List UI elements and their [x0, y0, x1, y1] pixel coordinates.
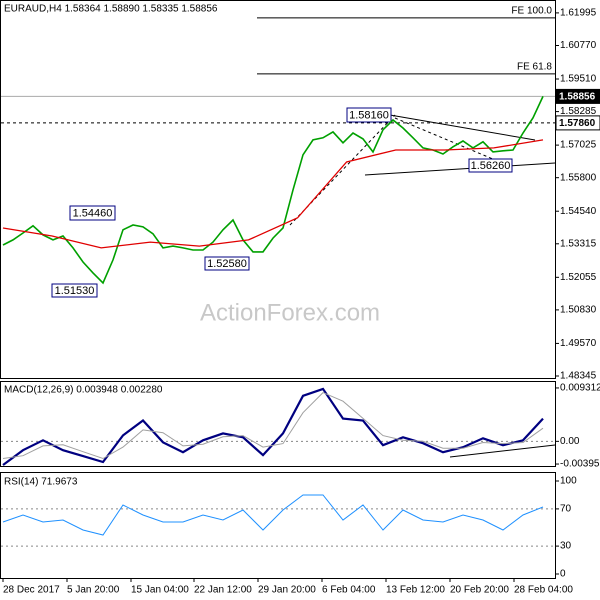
annotation-label: 1.52580: [207, 258, 247, 270]
annotation-label: 1.56260: [471, 160, 511, 172]
y-tick-label: 1.54540: [560, 206, 597, 217]
watermark: ActionForex.com: [200, 299, 380, 326]
trendline: [449, 444, 556, 458]
annotation-box: [346, 107, 392, 123]
y-tick-label: 1.60770: [560, 40, 597, 51]
y-tick-label: 0: [560, 569, 566, 580]
y-tick-label: 0.009312: [560, 383, 600, 394]
macd-panel: [0, 381, 556, 467]
price-tag-label: 1.57860: [559, 118, 596, 129]
chart-title: EURAUD,H4 1.58364 1.58890 1.58335 1.5885…: [4, 4, 218, 15]
price-line-series: [2, 96, 544, 285]
annotation-label: 1.58160: [349, 109, 389, 121]
annotation-label: 1.54460: [73, 207, 113, 219]
annotation-box: [468, 158, 513, 173]
x-tick-label: 20 Feb 20:00: [450, 585, 509, 596]
annotation-box: [69, 205, 116, 221]
rsi-label: RSI(14) 71.9673: [4, 477, 78, 488]
annotation-box: [204, 256, 250, 271]
macd-label: MACD(12,26,9) 0.003948 0.002280: [4, 385, 163, 396]
y-tick-label: 1.53315: [560, 238, 597, 249]
fe-label: FE 100.0: [511, 6, 552, 17]
trendline: [394, 117, 501, 163]
x-tick-label: 29 Jan 20:00: [258, 585, 316, 596]
y-tick-label: 1.58285: [560, 106, 597, 117]
y-tick-label: 1.55800: [560, 172, 597, 183]
y-tick-label: 30: [560, 541, 572, 552]
x-tick-label: 28 Feb 04:00: [514, 585, 573, 596]
x-tick-label: 28 Dec 2017: [3, 585, 60, 596]
y-tick-label: 100: [560, 476, 577, 487]
price-tag: [555, 115, 600, 131]
y-tick-label: 1.59510: [560, 74, 597, 85]
x-tick-label: 15 Jan 04:00: [131, 585, 189, 596]
fe-label: FE 61.8: [517, 62, 552, 73]
y-tick-label: 1.48345: [560, 371, 597, 382]
macd-line: [2, 392, 544, 460]
y-tick-label: 1.57025: [560, 140, 597, 151]
annotation-box: [51, 283, 98, 298]
moving-average: [2, 139, 544, 249]
x-tick-label: 5 Jan 20:00: [67, 585, 120, 596]
x-tick-label: 22 Jan 12:00: [194, 585, 252, 596]
price-panel: [0, 0, 556, 379]
y-tick-label: -0.003958: [560, 459, 600, 470]
y-tick-label: 70: [560, 504, 572, 515]
rsi-line: [2, 494, 544, 536]
y-tick-label: 1.50830: [560, 305, 597, 316]
y-tick-label: 0.00: [560, 436, 580, 447]
annotation: 1.58160 1.54460 1.52580 1.51530 1.56260: [51, 107, 513, 298]
y-tick-label: 1.49570: [560, 338, 597, 349]
trendline: [389, 114, 536, 141]
rsi-panel: [0, 472, 556, 579]
macd-line: [2, 387, 544, 466]
price-tag: [555, 88, 600, 104]
y-tick-label: 1.52055: [560, 272, 597, 283]
price-tag-label: 1.58856: [559, 92, 596, 103]
y-tick-label: 1.61995: [560, 8, 597, 19]
annotation-label: 1.51530: [55, 285, 95, 297]
x-tick-label: 6 Feb 04:00: [322, 585, 376, 596]
trendline: [364, 162, 556, 176]
x-tick-label: 13 Feb 12:00: [386, 585, 445, 596]
